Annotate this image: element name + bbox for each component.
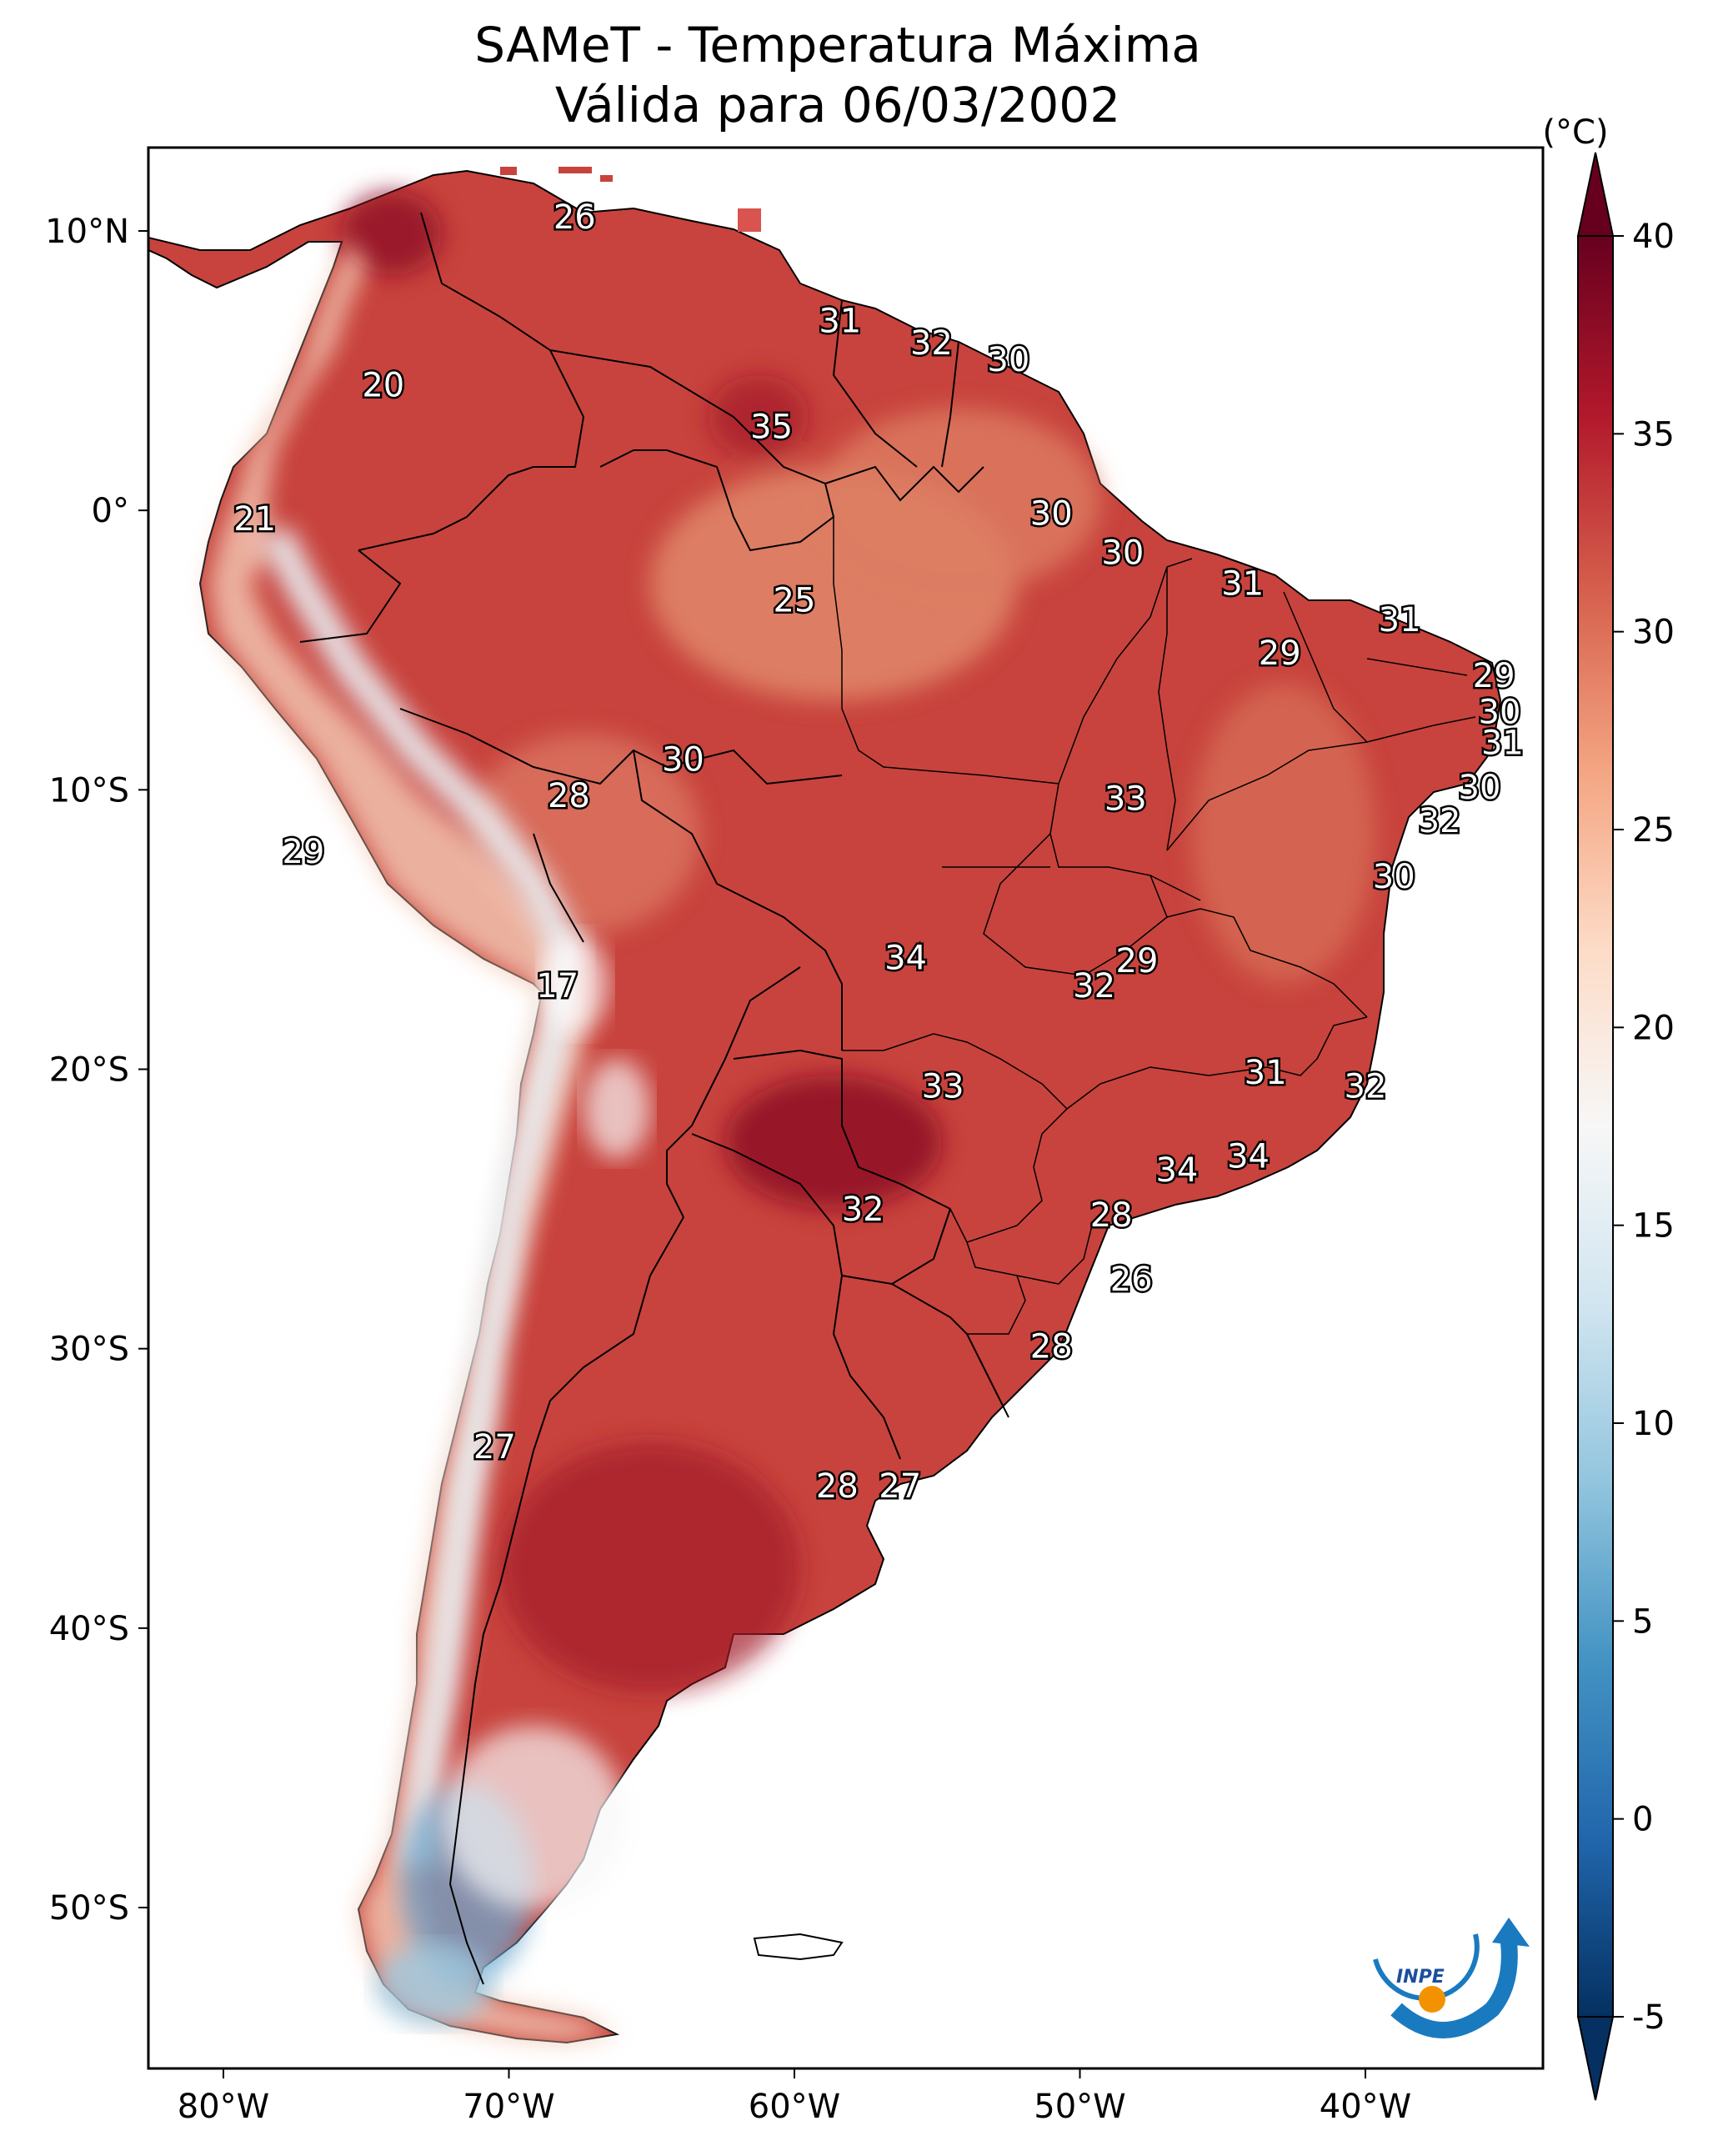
lat-tick-label: 0° bbox=[92, 492, 129, 530]
temperature-label: 29 bbox=[1259, 634, 1301, 673]
temperature-label: 17 bbox=[536, 967, 579, 1005]
temperature-label: 28 bbox=[548, 777, 590, 815]
temperature-label: 32 bbox=[1073, 967, 1115, 1005]
lat-tick-label: 40°S bbox=[49, 1610, 129, 1648]
map-frame bbox=[147, 146, 1545, 2070]
colorbar-bottom-arrow bbox=[1576, 2016, 1615, 2101]
temperature-label: 30 bbox=[1373, 858, 1415, 896]
lat-tick-label: 30°S bbox=[49, 1331, 129, 1369]
inpe-logo: INPE bbox=[1373, 1918, 1530, 2038]
lon-tick-label: 80°W bbox=[178, 2088, 269, 2126]
chart-title: SAMeT - Temperatura Máxima Válida para 0… bbox=[0, 15, 1675, 135]
country-borders bbox=[299, 212, 1009, 1985]
temperature-label: 33 bbox=[922, 1068, 964, 1106]
temperature-label: 31 bbox=[1245, 1054, 1287, 1092]
lon-tick-label: 50°W bbox=[1034, 2088, 1125, 2126]
longitude-axis: 80°W 70°W 60°W 50°W 40°W bbox=[178, 2068, 1411, 2126]
temperature-label: 31 bbox=[1379, 601, 1421, 639]
temperature-label: 32 bbox=[1419, 802, 1461, 840]
temperature-label: 21 bbox=[233, 500, 276, 539]
temperature-label: 26 bbox=[1110, 1261, 1153, 1299]
temperature-label: 28 bbox=[816, 1467, 859, 1506]
colorbar-tick-label: 15 bbox=[1632, 1207, 1675, 1246]
temperature-label: 31 bbox=[819, 302, 861, 340]
temperature-label: 20 bbox=[362, 366, 404, 404]
lat-tick-label: 20°S bbox=[49, 1051, 129, 1090]
temperature-label: 30 bbox=[1101, 534, 1144, 572]
colorbar-ticks: 40 35 30 25 20 15 10 5 0 -5 bbox=[1613, 218, 1675, 2037]
temperature-label: 30 bbox=[1479, 693, 1521, 731]
caribbean-islands bbox=[500, 167, 761, 232]
colorbar-top-arrow bbox=[1576, 152, 1615, 237]
temperature-label: 34 bbox=[884, 939, 927, 977]
temperature-label: 30 bbox=[1459, 769, 1501, 807]
temperature-label: 29 bbox=[1116, 942, 1159, 980]
temperature-label: 34 bbox=[1227, 1137, 1270, 1176]
temperature-label: 33 bbox=[1104, 780, 1147, 818]
temperature-label: 29 bbox=[1473, 657, 1515, 695]
lon-tick-label: 70°W bbox=[463, 2088, 554, 2126]
title-line-1: SAMeT - Temperatura Máxima bbox=[474, 17, 1201, 73]
temperature-label: 31 bbox=[1221, 564, 1264, 603]
colorbar-tick-label: 20 bbox=[1632, 1009, 1675, 1047]
title-line-2: Válida para 06/03/2002 bbox=[554, 77, 1121, 133]
latitude-axis: 10°N 0° 10°S 20°S 30°S 40°S 50°S bbox=[45, 213, 148, 1928]
temperature-label: 26 bbox=[553, 198, 596, 237]
colorbar-tick-label: 25 bbox=[1632, 811, 1675, 850]
temperature-label: 27 bbox=[473, 1428, 516, 1467]
state-borders bbox=[833, 517, 1476, 1335]
temperature-label: 34 bbox=[1155, 1151, 1198, 1190]
svg-text:INPE: INPE bbox=[1396, 1967, 1445, 1988]
temperature-label: 32 bbox=[842, 1191, 884, 1229]
temperature-label: 30 bbox=[662, 740, 704, 779]
andes-cool-band bbox=[208, 242, 650, 2043]
colorbar-tick-label: 0 bbox=[1632, 1801, 1653, 1839]
colorbar-gradient bbox=[1577, 235, 1614, 2018]
colorbar-tick-label: 5 bbox=[1632, 1602, 1653, 1641]
lat-tick-label: 10°N bbox=[45, 213, 129, 251]
colorbar-tick-label: 10 bbox=[1632, 1405, 1675, 1443]
colorbar: (°C) 40 35 30 25 20 15 10 5 0 -5 bbox=[1542, 113, 1675, 2101]
colorbar-tick-label: 40 bbox=[1632, 218, 1675, 256]
temperature-label: 28 bbox=[1030, 1327, 1073, 1366]
temperature-label: 31 bbox=[1481, 724, 1524, 762]
temperature-label: 30 bbox=[1030, 495, 1073, 534]
lon-tick-label: 60°W bbox=[749, 2088, 840, 2126]
colorbar-tick-label: 35 bbox=[1632, 415, 1675, 454]
temperature-label: 32 bbox=[1345, 1068, 1387, 1106]
lon-tick-label: 40°W bbox=[1320, 2088, 1411, 2126]
temperature-label: 29 bbox=[282, 833, 324, 871]
lat-tick-label: 50°S bbox=[49, 1889, 129, 1928]
falkland-islands bbox=[753, 1933, 844, 1961]
colorbar-unit: (°C) bbox=[1542, 113, 1608, 152]
lat-tick-label: 10°S bbox=[49, 771, 129, 810]
colorbar-tick-label: -5 bbox=[1632, 1998, 1665, 2037]
temperature-label: 30 bbox=[987, 341, 1029, 379]
temperature-label: 27 bbox=[879, 1467, 921, 1506]
colorbar-tick-label: 30 bbox=[1632, 614, 1675, 652]
temperature-label: 25 bbox=[774, 581, 816, 619]
temperature-label: 32 bbox=[910, 324, 953, 363]
temperature-label: 28 bbox=[1090, 1196, 1133, 1235]
temperature-label: 35 bbox=[750, 409, 793, 447]
